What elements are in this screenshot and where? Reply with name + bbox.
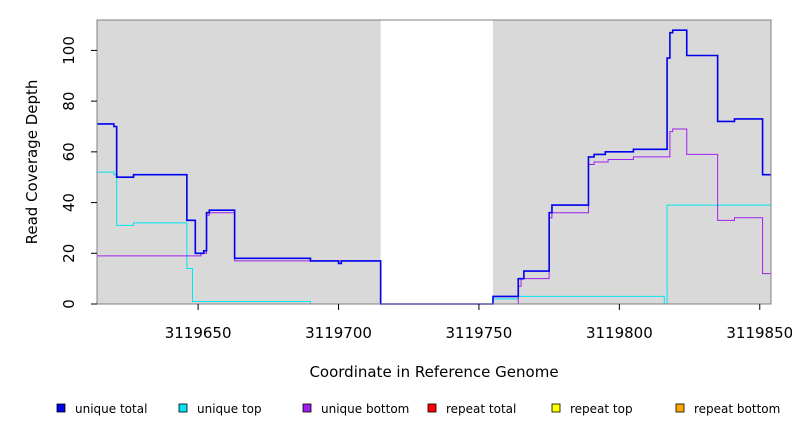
x-axis-label: Coordinate in Reference Genome — [309, 363, 558, 381]
legend-label: repeat top — [570, 402, 633, 416]
y-tick-label: 0 — [60, 299, 78, 309]
x-tick-label: 3119750 — [446, 324, 513, 342]
legend-label: unique total — [75, 402, 147, 416]
y-tick-label: 20 — [60, 244, 78, 263]
y-axis: 0 20 40 60 80 100 — [60, 36, 97, 309]
series-unique-top — [97, 171, 771, 305]
plot-frame — [96, 19, 772, 305]
legend-label: unique top — [197, 402, 262, 416]
shaded-region-1 — [97, 20, 381, 304]
y-tick-label: 80 — [60, 92, 78, 111]
legend-label: repeat bottom — [694, 402, 780, 416]
legend-item-unique-total: unique total — [56, 402, 147, 416]
x-tick-label: 3119650 — [165, 324, 232, 342]
legend-swatch — [302, 403, 312, 413]
legend-item-repeat-bottom: repeat bottom — [675, 402, 780, 416]
shaded-region-2 — [492, 20, 771, 304]
y-axis-label: Read Coverage Depth — [23, 80, 41, 245]
legend-label: unique bottom — [321, 402, 409, 416]
shaded-regions — [97, 20, 771, 304]
legend-item-repeat-top: repeat top — [551, 402, 633, 416]
x-tick-label: 3119700 — [305, 324, 372, 342]
x-tick-label: 3119800 — [586, 324, 653, 342]
legend-item-repeat-total: repeat total — [427, 402, 516, 416]
legend-label: repeat total — [446, 402, 516, 416]
legend-swatch — [675, 403, 685, 413]
legend-item-unique-top: unique top — [178, 402, 262, 416]
x-tick-label: 3119850 — [726, 324, 792, 342]
y-tick-label: 40 — [60, 193, 78, 212]
y-tick-label: 100 — [60, 36, 78, 65]
legend-swatch — [427, 403, 437, 413]
legend-item-unique-bottom: unique bottom — [302, 402, 409, 416]
legend-swatch — [551, 403, 561, 413]
legend-swatch — [178, 403, 188, 413]
legend: unique total unique top unique bottom repea… — [56, 402, 780, 416]
legend-swatch — [56, 403, 66, 413]
x-axis: 3119650 3119700 3119750 3119800 3119850 — [165, 304, 792, 342]
y-tick-label: 60 — [60, 142, 78, 161]
series-unique-total — [97, 29, 771, 305]
